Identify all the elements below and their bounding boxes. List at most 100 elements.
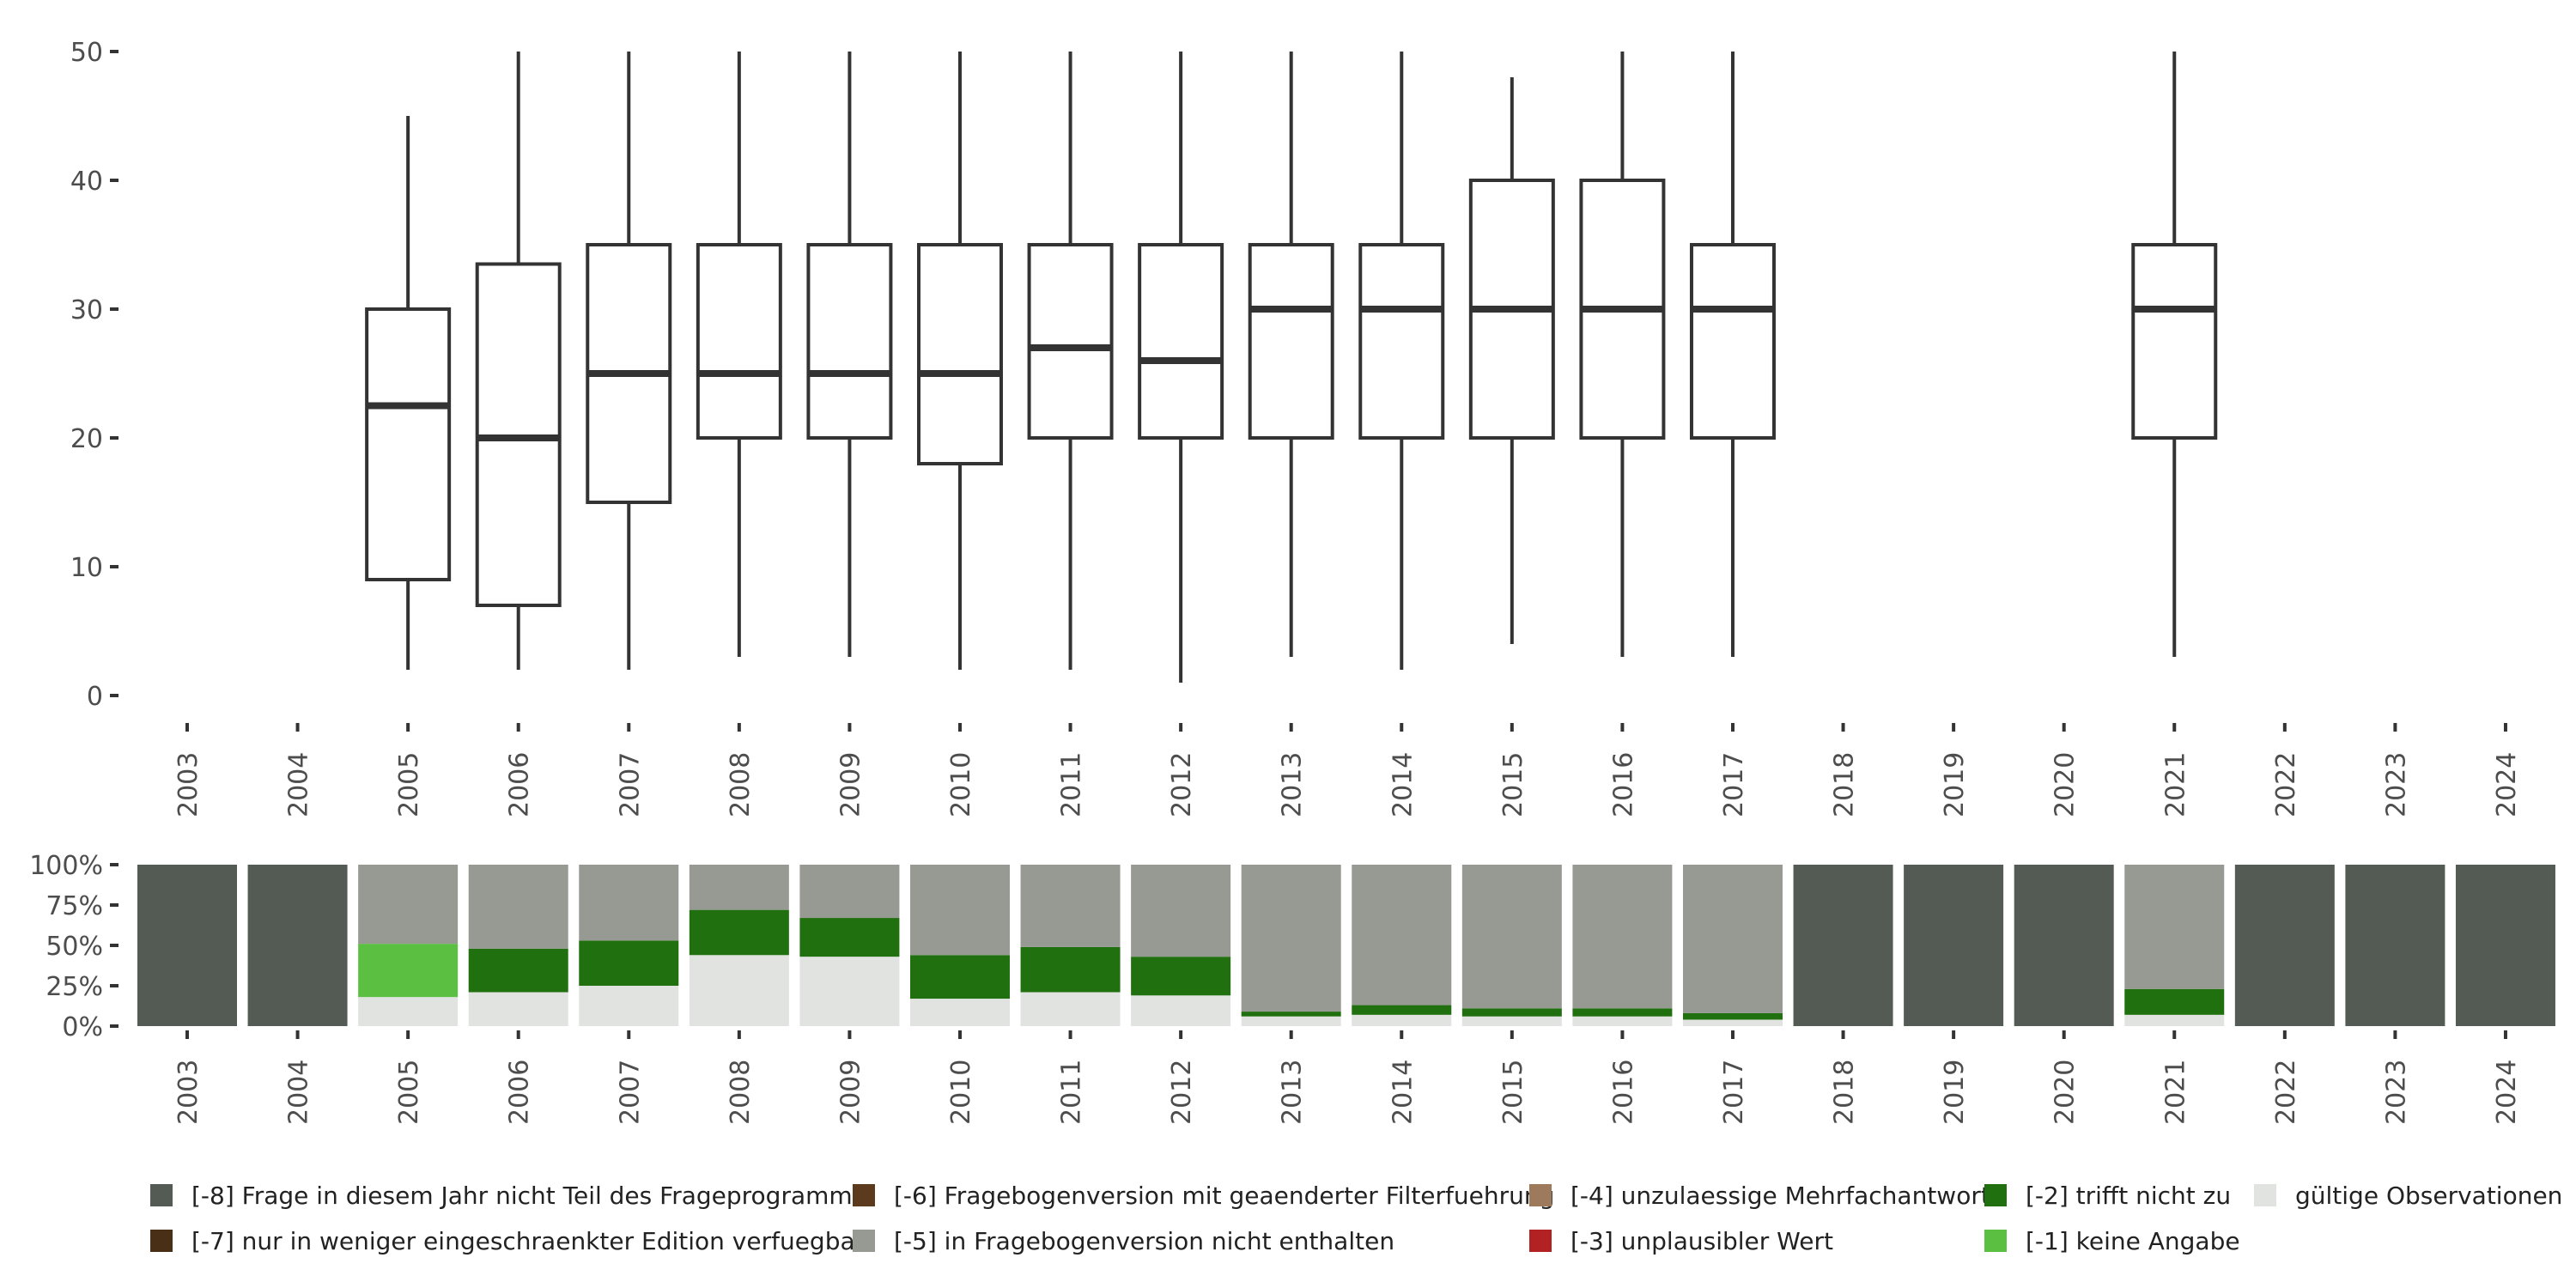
x-tick-label: 2012 [1167,752,1197,817]
y-tick-label: 100% [29,851,103,881]
bar-segment [358,944,459,998]
bar-segment [579,986,679,1026]
y-tick-label: 20 [70,424,103,454]
y-tick-label: 10 [70,553,103,583]
x-tick-label: 2019 [1940,1060,1970,1125]
bar-segment [2124,1014,2225,1026]
x-tick-label: 2010 [946,752,976,817]
box-2021 [2131,52,2218,657]
legend-label: [-6] Fragebogenversion mit geaenderter F… [894,1182,1554,1210]
legend-label: [-3] unplausibler Wert [1571,1227,1833,1255]
legend-item: [-2] trifft nicht zu [1984,1182,2231,1210]
x-tick-label: 2013 [1278,752,1308,817]
x-tick-label: 2004 [284,752,314,817]
bar-segment [579,940,679,986]
bar-segment [1241,1012,1341,1017]
box-2014 [1358,52,1445,670]
legend-item: [-8] Frage in diesem Jahr nicht Teil des… [150,1182,865,1210]
bar-segment [137,865,237,1026]
bar-segment [468,865,568,949]
bar-segment [468,992,568,1026]
box-iqr [696,243,782,440]
x-tick-label: 2014 [1388,1060,1418,1125]
legend-item: [-4] unzulaessige Mehrfachantwort [1529,1182,1990,1210]
y-tick-label: 40 [70,167,103,197]
x-tick-label: 2010 [946,1060,976,1125]
box-2011 [1027,52,1114,670]
x-tick-label: 2006 [505,752,535,817]
box-2015 [1468,77,1555,644]
legend-swatch [1984,1184,2007,1206]
x-tick-label: 2012 [1167,1060,1197,1125]
box-2012 [1138,52,1224,683]
bar-segment [2345,865,2445,1026]
stacked-bar-panel: 0% 25% 50% 75% 100% 2003 2004 2005 2006 2007 2008 2… [29,851,2555,1125]
legend-swatch [2254,1184,2276,1206]
legend-label: [-2] trifft nicht zu [2026,1182,2231,1210]
legend-label: [-4] unzulaessige Mehrfachantwort [1571,1182,1990,1210]
bar-segment [1352,1005,1452,1015]
y-tick-label: 75% [46,891,103,921]
bar-segment [1241,1016,1341,1026]
legend-swatch [853,1230,875,1252]
legend-label: [-5] in Fragebogenversion nicht enthalte… [894,1227,1394,1255]
bar-segment [689,909,789,956]
bar-segment [1131,865,1231,957]
box-2016 [1579,52,1666,657]
x-tick-label: 2008 [726,1060,756,1125]
bar-segment [1461,1016,1562,1026]
x-tick-label: 2011 [1057,1060,1087,1125]
bar-segment [468,948,568,993]
bar-segment [1572,1008,1673,1017]
legend-swatch [1529,1184,1552,1206]
bar-segment [799,918,900,957]
x-tick-label: 2004 [284,1060,314,1125]
box-iqr [365,307,452,581]
box-iqr [1689,243,1776,440]
bar-segment [1020,992,1121,1026]
x-tick-label: 2015 [1498,1060,1528,1125]
bar-segment [799,957,900,1026]
x-tick-label: 2018 [1830,1060,1860,1125]
bar-segment [1904,865,2004,1026]
box-2006 [475,52,562,670]
bar-segment [1572,865,1673,1009]
legend-swatch [853,1184,875,1206]
legend-swatch [150,1230,173,1252]
y-tick-label: 25% [46,972,103,1002]
x-tick-label: 2019 [1940,752,1970,817]
legend-label: [-1] keine Angabe [2026,1227,2240,1255]
y-tick-label: 50 [70,38,103,68]
legend-item: [-3] unplausibler Wert [1529,1227,1833,1255]
y-tick-label: 50% [46,932,103,962]
x-tick-label: 2024 [2492,1060,2522,1125]
x-tick-label: 2009 [835,752,866,817]
bar-segment [2234,865,2335,1026]
x-tick-label: 2022 [2271,1060,2301,1125]
y-tick-label: 30 [70,295,103,325]
bar-segment [909,999,1010,1026]
legend-item: [-6] Fragebogenversion mit geaenderter F… [853,1182,1554,1210]
legend-label: [-8] Frage in diesem Jahr nicht Teil des… [191,1182,865,1210]
x-tick-label: 2021 [2160,1060,2190,1125]
legend-swatch [1984,1230,2007,1252]
x-tick-label: 2007 [615,752,645,817]
x-tick-label: 2007 [615,1060,645,1125]
legend-item: [-1] keine Angabe [1984,1227,2240,1255]
box-2010 [916,52,1003,670]
bar-segment [2014,865,2114,1026]
bar-segment [689,955,789,1026]
bar-segment [1020,865,1121,947]
x-tick-label: 2018 [1830,752,1860,817]
bar-segment [909,865,1010,956]
x-tick-label: 2011 [1057,752,1087,817]
bar-segment [1461,1008,1562,1017]
x-tick-label: 2005 [394,1060,424,1125]
bar-segment [1131,995,1231,1026]
box-iqr [1138,243,1224,440]
x-tick-label: 2016 [1608,752,1638,817]
bar-segment [1241,865,1341,1012]
box-iqr [2131,243,2218,440]
box-2013 [1248,52,1334,657]
x-tick-label: 2003 [173,752,204,817]
